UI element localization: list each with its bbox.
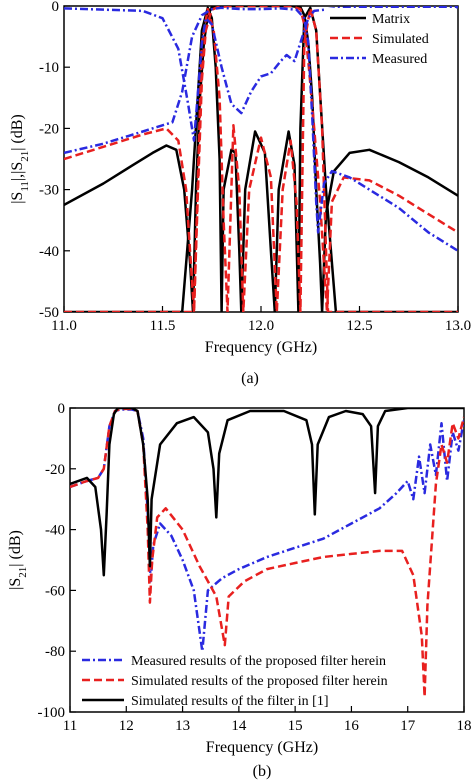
chart-a-y-tick-label: -30 bbox=[39, 183, 59, 199]
chart-b-x-axis: 11 12 13 14 15 16 17 18 bbox=[63, 706, 472, 734]
chart-a-y-tick-label: -20 bbox=[39, 121, 59, 137]
chart-a-legend: Matrix Simulated Measured bbox=[324, 8, 456, 68]
chart-b-series-2-points-line bbox=[70, 408, 464, 577]
legend-a-label-simulated: Simulated bbox=[372, 32, 429, 47]
caption-b: (b) bbox=[253, 763, 272, 780]
chart-b-y-tick-label: -80 bbox=[45, 644, 65, 660]
legend-a-label-measured: Measured bbox=[372, 52, 427, 67]
chart-a-x-axis: 11.0 11.5 12.0 12.5 13.0 bbox=[51, 306, 471, 334]
chart-b-x-tick-label: 16 bbox=[344, 718, 360, 734]
chart-a-series-lines bbox=[64, 6, 458, 312]
chart-b: 11 12 13 14 15 16 17 18 0 -20 -40 -60 -80 -100 Frequ… bbox=[7, 401, 472, 780]
chart-b-y-tick-label: -60 bbox=[45, 583, 65, 599]
chart-a-ylabel: |S11|,|S21| (dB) bbox=[9, 114, 31, 204]
legend-b-label-reference: Simulated results of the filter in [1] bbox=[131, 694, 329, 709]
chart-a-x-tick-label: 12.5 bbox=[346, 318, 372, 334]
chart-a-y-tick-label: 0 bbox=[52, 0, 60, 15]
chart-b-x-tick-label: 14 bbox=[231, 718, 247, 734]
chart-a-x-tick-label: 11.5 bbox=[150, 318, 176, 334]
legend-a-label-matrix: Matrix bbox=[372, 12, 410, 27]
chart-b-x-tick-label: 12 bbox=[119, 718, 134, 734]
chart-a-series-2-s21-line bbox=[64, 6, 458, 252]
chart-a: 11.0 11.5 12.0 12.5 13.0 0 -10 -20 -30 -40 -50 Fr… bbox=[9, 0, 471, 387]
chart-a-series-2-s11-line bbox=[64, 6, 458, 142]
chart-a-x-tick-label: 12.0 bbox=[248, 318, 274, 334]
chart-a-series-1-s21-line bbox=[64, 6, 458, 312]
chart-b-y-tick-label: -20 bbox=[45, 462, 65, 478]
chart-b-series-1-points-line bbox=[70, 408, 464, 699]
legend-b-label-simulated: Simulated results of the proposed filter… bbox=[131, 674, 388, 689]
chart-a-x-tick-label: 13.0 bbox=[445, 318, 471, 334]
chart-b-x-tick-label: 18 bbox=[457, 718, 472, 734]
chart-a-y-axis: 0 -10 -20 -30 -40 -50 bbox=[39, 0, 70, 321]
chart-b-series-0-points-line bbox=[70, 408, 464, 653]
chart-a-y-tick-label: -40 bbox=[39, 244, 59, 260]
chart-b-xlabel: Frequency (GHz) bbox=[206, 739, 318, 756]
caption-a: (a) bbox=[241, 370, 259, 387]
chart-b-ylabel: |S21| (dB) bbox=[7, 530, 29, 590]
chart-b-y-tick-label: -100 bbox=[38, 705, 66, 721]
chart-b-legend: Measured results of the proposed filter … bbox=[82, 654, 388, 709]
chart-b-x-tick-label: 11 bbox=[63, 718, 77, 734]
chart-b-x-tick-label: 13 bbox=[175, 718, 190, 734]
chart-b-y-tick-label: -40 bbox=[45, 523, 65, 539]
chart-b-x-tick-label: 17 bbox=[400, 718, 416, 734]
chart-b-plot-frame bbox=[69, 407, 465, 713]
chart-a-xlabel: Frequency (GHz) bbox=[205, 339, 317, 356]
chart-a-y-tick-label: -50 bbox=[39, 305, 59, 321]
chart-a-series-0-s21-line bbox=[64, 6, 458, 312]
chart-a-x-tick-label: 11.0 bbox=[51, 318, 77, 334]
chart-b-x-tick-label: 15 bbox=[288, 718, 303, 734]
chart-b-y-tick-label: 0 bbox=[58, 401, 66, 417]
chart-a-series-1-s11-line bbox=[64, 7, 458, 312]
chart-a-y-tick-label: -10 bbox=[39, 60, 59, 76]
chart-b-y-axis: 0 -20 -40 -60 -80 -100 bbox=[38, 401, 76, 721]
legend-b-label-measured: Measured results of the proposed filter … bbox=[131, 654, 386, 669]
chart-b-series-lines bbox=[70, 408, 464, 699]
